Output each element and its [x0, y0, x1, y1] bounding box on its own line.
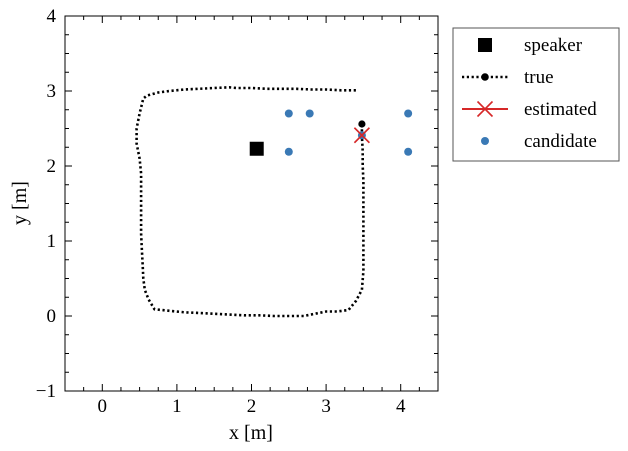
plot-frame [64, 15, 439, 392]
x-tick-label: 1 [172, 396, 182, 417]
candidate-point [404, 147, 413, 156]
y-tick-label: 4 [47, 6, 57, 27]
legend-speaker-marker [478, 38, 492, 52]
candidate-point [305, 109, 314, 118]
candidate-point [284, 147, 293, 156]
x-tick-label: 2 [247, 396, 257, 417]
speaker-marker [249, 141, 264, 156]
true-trajectory-line [135, 86, 365, 318]
candidate-point [404, 109, 413, 118]
legend-label-true: true [524, 67, 554, 88]
x-axis-label: x [m] [229, 422, 273, 444]
legend-label-speaker: speaker [524, 35, 583, 56]
y-tick-label: 1 [47, 231, 57, 252]
legend-label-candidate: candidate [524, 131, 597, 152]
estimated-marker-stroke-b [353, 127, 370, 144]
legend-true-marker [481, 73, 489, 81]
legend-estimated-x-b [476, 100, 494, 118]
legend: speaker true estimated candidate [452, 27, 620, 162]
x-tick-label: 4 [396, 396, 406, 417]
y-axis-label: y [m] [9, 181, 31, 225]
axes: 0 1 2 3 4 −1 0 1 2 3 4 [36, 6, 439, 417]
x-tick-label: 3 [321, 396, 331, 417]
legend-candidate-marker [481, 137, 489, 145]
y-tick-label: 0 [47, 306, 57, 327]
x-tick-label: 0 [98, 396, 108, 417]
plot-area [135, 86, 413, 318]
y-tick-label: 3 [47, 81, 57, 102]
y-tick-label: −1 [36, 381, 56, 402]
true-end-point [358, 120, 366, 128]
y-tick-label: 2 [47, 156, 57, 177]
legend-label-estimated: estimated [524, 99, 597, 120]
candidate-point [284, 109, 293, 118]
